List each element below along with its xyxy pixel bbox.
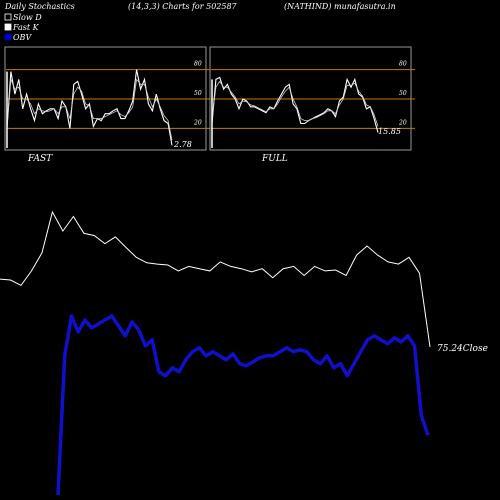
full-panel-label: FULL bbox=[261, 154, 288, 164]
legend: Slow D Fast K OBV bbox=[4, 13, 42, 42]
fast-tick-label-50: 50 bbox=[194, 90, 202, 97]
full-last-value-label: 15.85 bbox=[378, 127, 401, 136]
full-series-full-d bbox=[211, 80, 379, 127]
legend-swatch-obv bbox=[4, 33, 12, 41]
price-close-series bbox=[0, 210, 431, 347]
legend-label-fast-k: Fast K bbox=[12, 23, 40, 32]
price-last-value-label: 75.24Close bbox=[437, 344, 488, 354]
legend-swatch-slow-d bbox=[4, 13, 12, 21]
fast-panel-label: FAST bbox=[27, 154, 53, 164]
fast-last-value-label: 2.78 bbox=[173, 140, 192, 149]
legend-label-slow-d: Slow D bbox=[13, 13, 42, 22]
price-line-group bbox=[0, 210, 431, 347]
full-stochastic-panel: 20 50 80 15.85 bbox=[209, 46, 415, 151]
full-tick-label-20: 20 bbox=[398, 119, 407, 126]
fast-series-fast-k bbox=[6, 69, 173, 146]
header-center: (14,3,3) Charts for 502587 bbox=[128, 2, 238, 11]
fast-tick-label-20: 20 bbox=[193, 119, 202, 126]
header-right: (NATHIND) munafasutra.in bbox=[284, 2, 396, 11]
full-tick-label-80: 80 bbox=[399, 61, 407, 68]
fast-tick-label-80: 80 bbox=[194, 61, 202, 68]
fast-series-slow-d bbox=[6, 78, 173, 141]
full-tick-label-50: 50 bbox=[399, 90, 407, 97]
obv-line-group bbox=[56, 314, 430, 496]
fast-stochastic-panel: 20 50 80 2.78 bbox=[4, 46, 210, 151]
legend-swatch-fast-k bbox=[4, 23, 12, 31]
obv-series bbox=[56, 314, 430, 496]
full-series-full-k bbox=[211, 76, 379, 133]
header-left: Daily Stochastics bbox=[4, 2, 75, 11]
legend-label-obv: OBV bbox=[13, 33, 32, 42]
